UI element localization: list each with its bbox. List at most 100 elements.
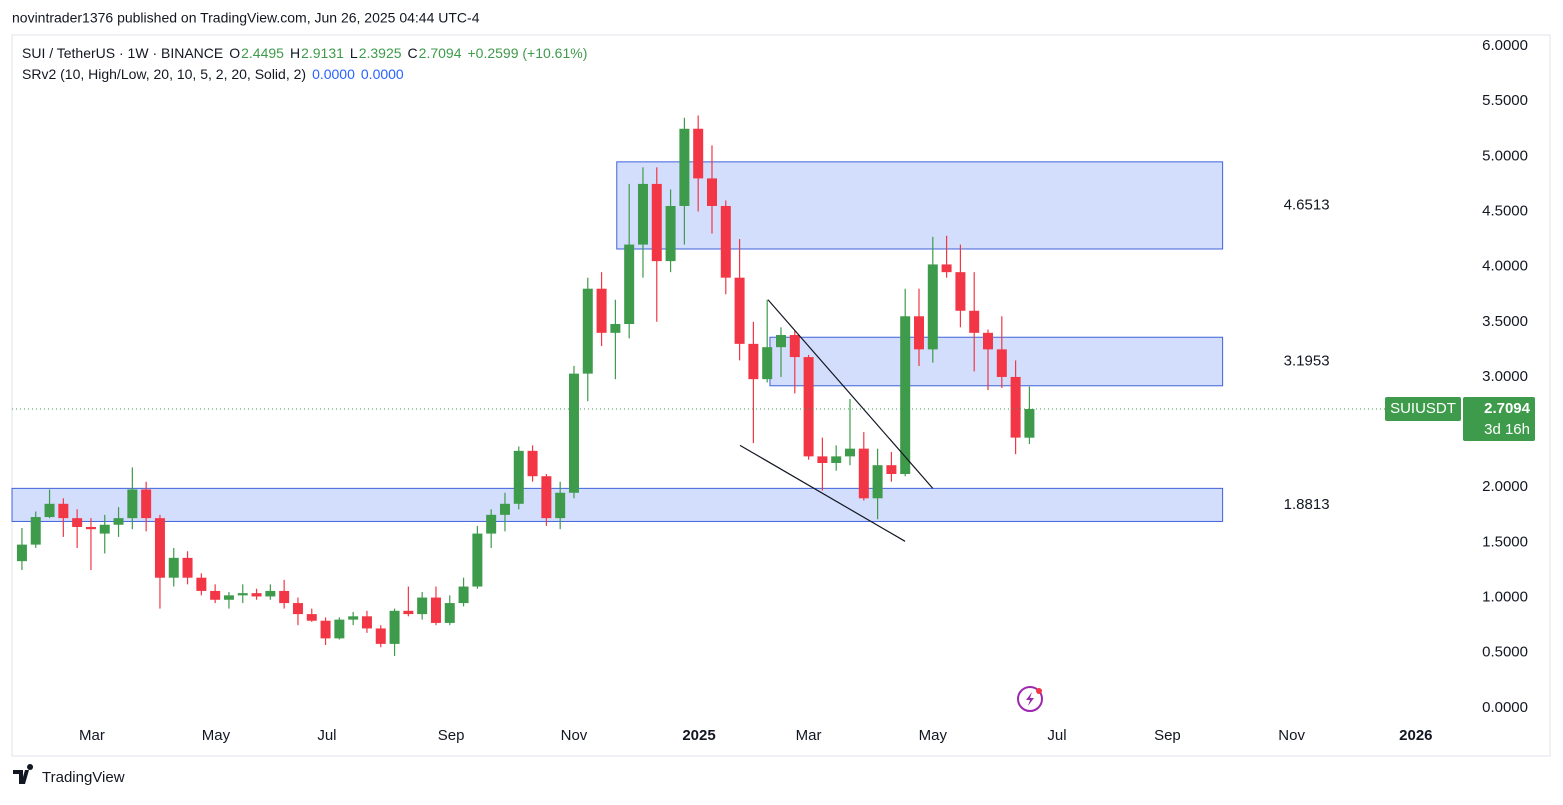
candle-body	[582, 288, 593, 374]
x-tick-label: May	[202, 727, 231, 744]
x-tick-label: Sep	[1154, 727, 1181, 744]
candle-body	[196, 577, 207, 591]
x-tick-label: Sep	[438, 727, 465, 744]
y-tick-label: 6.0000	[1482, 37, 1528, 54]
indicator-name: SRv2 (10, High/Low, 20, 10, 5, 2, 20, So…	[22, 66, 306, 82]
x-tick-label: Nov	[561, 727, 588, 744]
x-tick-label: 2025	[682, 727, 715, 744]
symbol: SUI / TetherUS · 1W · BINANCE	[22, 45, 223, 61]
candle-body	[886, 465, 897, 475]
candle-body	[748, 343, 759, 380]
ohlc-key: C	[408, 45, 418, 61]
candle-body	[472, 533, 483, 587]
y-tick-label: 5.5000	[1482, 92, 1528, 109]
ohlc-value: 2.7094	[419, 45, 462, 61]
candle-body	[996, 349, 1007, 377]
ticker-label: SUIUSDT	[1390, 400, 1456, 417]
candle-body	[361, 616, 372, 629]
candle-body	[513, 450, 524, 504]
candle-body	[706, 178, 717, 206]
candle-body	[292, 603, 303, 615]
candle-body	[872, 465, 883, 499]
sr-zone	[616, 161, 1224, 250]
candle-body	[941, 264, 952, 273]
candle-body	[927, 264, 938, 350]
candle-body	[334, 619, 345, 639]
candle-body	[983, 332, 994, 350]
candle-body	[775, 335, 786, 348]
y-tick-label: 4.5000	[1482, 202, 1528, 219]
ticker-tag	[1385, 397, 1461, 422]
publisher: novintrader1376 published on TradingView…	[12, 10, 480, 26]
zone-label: 1.8813	[1284, 496, 1330, 513]
candle-body	[99, 524, 110, 534]
ohlc-key: H	[290, 45, 300, 61]
candle-body	[85, 526, 96, 530]
candle-body	[596, 288, 607, 333]
candle-body	[237, 593, 248, 596]
x-tick-label: Jul	[1047, 727, 1066, 744]
x-tick-label: Jul	[317, 727, 336, 744]
y-tick-label: 0.0000	[1482, 699, 1528, 716]
trendline	[739, 444, 906, 542]
candle-body	[251, 593, 262, 597]
candle-body	[306, 614, 317, 621]
candle-body	[969, 310, 980, 333]
plot: 4.6513 3.1953 1.8813 0.0000 0.5000 1.0000 1.50…	[11, 37, 1535, 744]
y-tick-label: 3.0000	[1482, 368, 1528, 385]
indicator-value: 0.0000	[312, 66, 355, 82]
candle-body	[817, 456, 828, 463]
candle-body	[527, 450, 538, 477]
candle-body	[16, 544, 27, 562]
candle-body	[44, 503, 55, 518]
candle-body	[486, 514, 497, 534]
candle-body	[58, 503, 69, 519]
candle-body	[348, 616, 359, 620]
candle-body	[679, 128, 690, 206]
candle-body	[637, 183, 648, 245]
candle-body	[955, 272, 966, 311]
candle-body	[499, 503, 510, 515]
ohlc-value: 2.9131	[301, 45, 344, 61]
candle-body	[168, 557, 179, 578]
candle-body	[844, 448, 855, 457]
candle-body	[72, 518, 83, 527]
legend: SUI / TetherUS · 1W · BINANCE O2.4495 H2.9…	[22, 45, 587, 82]
candle-body	[720, 205, 731, 278]
sr-zone	[769, 336, 1224, 387]
candle-body	[693, 128, 704, 179]
candle-body	[141, 489, 152, 519]
x-tick-label: May	[919, 727, 948, 744]
candle-body	[30, 517, 41, 545]
zone-label: 3.1953	[1284, 352, 1330, 369]
candle-body	[265, 590, 276, 597]
x-tick-label: Mar	[796, 727, 822, 744]
candle-body	[223, 595, 234, 600]
countdown: 3d 16h	[1484, 421, 1530, 438]
tv-logo	[13, 764, 34, 784]
candle-body	[210, 590, 221, 600]
x-tick-label: Nov	[1278, 727, 1305, 744]
y-tick-label: 2.0000	[1482, 478, 1528, 495]
candle-body	[182, 557, 193, 578]
candle-body	[789, 335, 800, 358]
candle-body	[900, 316, 911, 475]
candle-body	[417, 597, 428, 615]
lightning-icon	[1017, 686, 1043, 712]
symbol-line: SUI / TetherUS · 1W · BINANCE O2.4495 H2.9…	[22, 45, 587, 61]
y-tick-label: 5.0000	[1482, 147, 1528, 164]
ohlc-value: 2.4495	[241, 45, 284, 61]
candle-body	[1010, 376, 1021, 438]
x-tick-label: Mar	[79, 727, 105, 744]
candle-body	[568, 373, 579, 493]
zone-label: 4.6513	[1284, 196, 1330, 213]
candle-body	[803, 357, 814, 457]
y-tick-label: 4.0000	[1482, 258, 1528, 275]
candle-body	[831, 456, 842, 463]
y-tick-label: 0.5000	[1482, 644, 1528, 661]
candle-body	[444, 603, 455, 623]
candle-body	[389, 610, 400, 644]
y-tick-label: 3.5000	[1482, 313, 1528, 330]
candle-body	[1024, 409, 1035, 438]
y-tick-label: 1.0000	[1482, 589, 1528, 606]
